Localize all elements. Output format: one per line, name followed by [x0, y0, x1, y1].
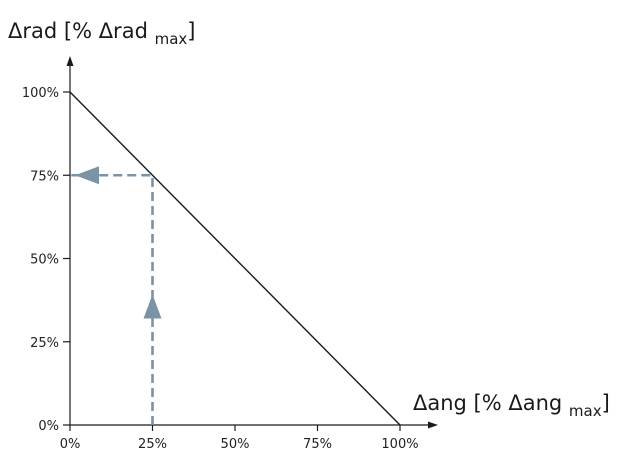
x-axis-title-main: Δang [% Δang: [413, 391, 569, 415]
x-axis-title-sub: max: [569, 402, 602, 420]
y-axis-title-main: Δrad [% Δrad: [8, 19, 155, 43]
tick-marks: [63, 91, 401, 431]
x-axis-title-close: ]: [602, 391, 610, 415]
x-tick-label: 25%: [138, 437, 167, 450]
x-axis-title: Δang [% Δang max]: [413, 391, 610, 420]
y-tick-label: 75%: [30, 169, 59, 184]
y-tick-label: 50%: [30, 253, 59, 268]
annotation-layer: [70, 166, 162, 425]
arrowhead-left: [75, 166, 99, 185]
y-axis-title-sub: max: [155, 30, 188, 48]
dashed-guide-path: [70, 173, 154, 425]
y-tick-label: 25%: [30, 336, 59, 351]
x-tick-label: 50%: [221, 437, 250, 450]
axes: [66, 56, 438, 429]
x-tick-label: 0%: [60, 437, 81, 450]
y-axis-arrowhead: [66, 56, 74, 66]
y-axis-title: Δrad [% Δrad max]: [8, 19, 195, 48]
y-axis-title-close: ]: [187, 19, 195, 43]
x-axis-arrowhead: [428, 421, 438, 429]
series-layer: [69, 91, 401, 426]
arrowhead-up: [143, 294, 162, 319]
y-tick-label: 0%: [38, 419, 59, 434]
series-line: [69, 91, 401, 426]
tick-labels: 0% 25% 50% 75% 100% 0% 25% 50% 75% 100%: [22, 86, 419, 450]
y-tick-label: 100%: [22, 86, 59, 101]
x-tick-label: 100%: [381, 437, 418, 450]
x-tick-label: 75%: [303, 437, 332, 450]
